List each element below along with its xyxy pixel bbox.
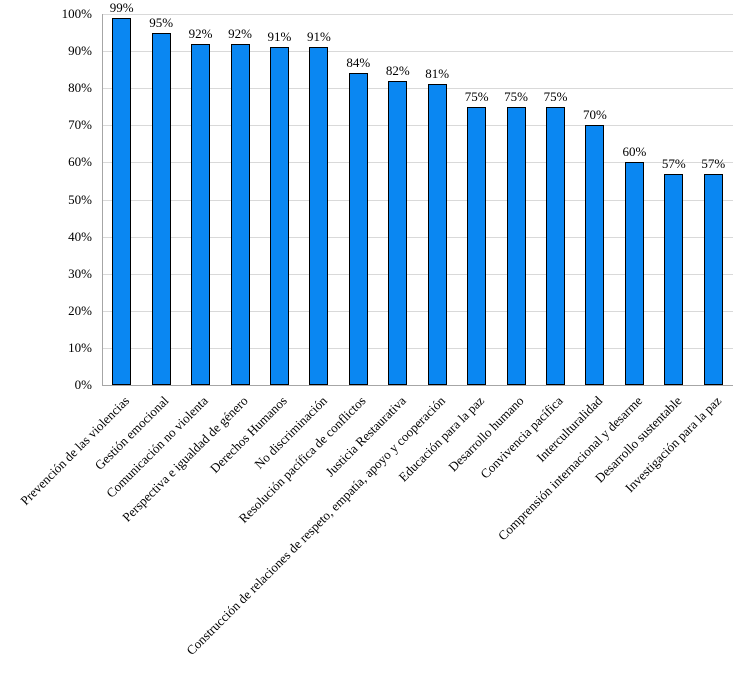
bar-4 (230, 43, 250, 385)
data-label-15: 57% (661, 155, 686, 171)
gridline (102, 88, 733, 90)
data-label-6: 91% (306, 29, 331, 45)
bar-5 (269, 47, 289, 385)
bar-8 (388, 80, 408, 385)
data-label-1: 99% (109, 0, 134, 15)
bar-16 (703, 173, 723, 385)
data-label-2: 95% (149, 14, 174, 30)
bar-11 (506, 106, 526, 385)
data-label-12: 75% (543, 88, 568, 104)
bar-7 (348, 73, 368, 385)
bar-2 (151, 32, 171, 385)
bar-13 (585, 125, 605, 385)
data-label-3: 92% (188, 25, 213, 41)
bar-14 (624, 162, 644, 385)
data-label-14: 60% (622, 144, 647, 160)
data-label-10: 75% (464, 88, 489, 104)
gridline (102, 273, 733, 275)
gridline (102, 199, 733, 201)
y-tick-label: 100% (61, 6, 92, 21)
y-axis-line (102, 14, 103, 385)
data-label-16: 57% (701, 155, 726, 171)
y-tick-label: 10% (68, 339, 92, 355)
y-tick-label: 70% (68, 117, 92, 133)
bar-9 (427, 84, 447, 385)
gridline (102, 14, 733, 15)
bar-15 (664, 173, 684, 385)
data-label-8: 82% (385, 62, 410, 78)
bar-12 (546, 106, 566, 385)
y-tick-label: 20% (68, 302, 92, 318)
y-tick-label: 0% (74, 377, 92, 392)
gridline (102, 51, 733, 53)
bar-10 (467, 106, 487, 385)
y-tick-label: 40% (68, 228, 92, 244)
data-label-5: 91% (267, 29, 292, 45)
x-axis-line (102, 385, 733, 386)
y-tick-label: 50% (68, 191, 92, 207)
data-label-11: 75% (504, 88, 529, 104)
bar-1 (112, 17, 132, 385)
gridline (102, 125, 733, 127)
y-tick-label: 80% (68, 80, 92, 96)
gridline (102, 347, 733, 349)
y-tick-label: 90% (68, 43, 92, 59)
gridline (102, 236, 733, 238)
x-category-label-9: Construcción de relaciones de respeto, e… (182, 393, 448, 658)
bar-3 (191, 43, 211, 385)
bar-6 (309, 47, 329, 385)
data-label-13: 70% (583, 107, 607, 123)
data-label-4: 92% (228, 25, 252, 41)
gridline (102, 310, 733, 312)
x-category-label-14: Comprensión internacional y desarme (494, 393, 646, 544)
y-tick-label: 30% (68, 265, 92, 281)
data-label-7: 84% (346, 55, 371, 71)
gridline (102, 162, 733, 164)
y-tick-label: 60% (68, 154, 92, 170)
data-label-9: 81% (425, 66, 450, 82)
